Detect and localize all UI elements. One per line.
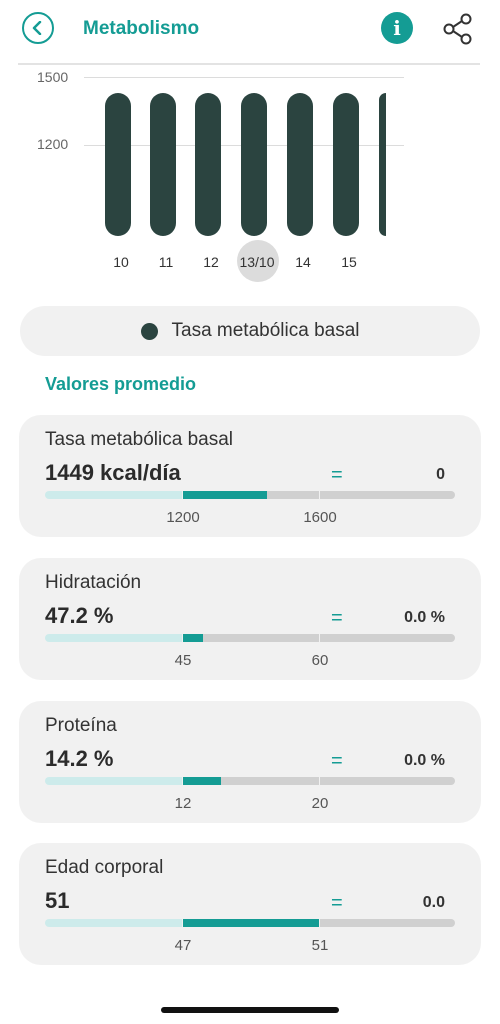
metric-card[interactable]: Edad corporal 51 = 0.0 47 51 <box>19 843 481 965</box>
metric-value: 47.2 % <box>45 603 114 628</box>
page-title: Metabolismo <box>83 18 200 39</box>
chart-bar[interactable] <box>241 92 267 236</box>
range-high <box>320 491 455 499</box>
selected-date-highlight <box>237 240 279 282</box>
chart-bar[interactable] <box>287 92 313 236</box>
range-high <box>320 777 455 785</box>
equals-icon: = <box>331 750 343 772</box>
range-tick-low: 12 <box>174 795 192 812</box>
metric-label: Hidratación <box>45 572 142 593</box>
share-icon[interactable] <box>441 12 475 46</box>
metric-value: 14.2 % <box>45 746 114 771</box>
metric-card[interactable]: Hidratación 47.2 % = 0.0 % 45 60 <box>19 558 481 680</box>
range-tick-low: 47 <box>174 937 192 954</box>
metric-value: 51 <box>45 888 70 913</box>
home-indicator <box>161 1007 339 1013</box>
range-tick-low: 45 <box>174 652 192 669</box>
back-button[interactable] <box>22 12 54 44</box>
metric-delta: 0.0 % <box>404 609 445 626</box>
range-high <box>320 919 455 927</box>
metric-label: Edad corporal <box>45 857 164 878</box>
x-tick-label[interactable]: 15 <box>341 254 357 270</box>
chart-bar[interactable] <box>105 92 131 236</box>
chart-legend: Tasa metabólica basal <box>20 306 480 356</box>
equals-icon: = <box>331 892 343 914</box>
chart-bar[interactable] <box>333 92 359 236</box>
equals-icon: = <box>331 464 343 486</box>
range-low <box>45 491 182 499</box>
chart-bar[interactable] <box>379 92 386 236</box>
range-fill <box>183 777 221 785</box>
range-normal <box>183 634 319 642</box>
metric-card[interactable]: Proteína 14.2 % = 0.0 % 12 20 <box>19 701 481 823</box>
legend-dot <box>140 322 158 340</box>
header-divider <box>18 63 480 65</box>
metric-delta: 0.0 <box>422 894 445 911</box>
legend-label: Tasa metabólica basal <box>171 320 360 341</box>
x-tick-label[interactable]: 14 <box>295 254 311 270</box>
range-high <box>320 634 455 642</box>
section-title: Valores promedio <box>45 374 197 394</box>
range-bar <box>45 919 455 927</box>
x-tick-label[interactable]: 11 <box>158 254 174 270</box>
info-button[interactable]: i <box>381 12 413 44</box>
range-bar <box>45 634 455 642</box>
metric-delta: 0.0 % <box>404 752 445 769</box>
gridline <box>84 77 404 78</box>
metric-card[interactable]: Tasa metabólica basal 1449 kcal/día = 0 1200… <box>19 415 481 537</box>
range-fill <box>183 634 203 642</box>
y-tick-label: 1500 <box>37 69 69 85</box>
range-tick-low: 1200 <box>166 509 200 526</box>
metric-label: Tasa metabólica basal <box>45 429 233 450</box>
metric-value: 1449 kcal/día <box>45 460 181 485</box>
range-fill <box>183 491 267 499</box>
range-tick-high: 60 <box>311 652 329 669</box>
range-bar <box>45 491 455 499</box>
range-low <box>45 634 182 642</box>
x-tick-label[interactable]: 12 <box>203 254 219 270</box>
metric-delta: 0 <box>436 466 445 483</box>
range-tick-high: 51 <box>311 937 329 954</box>
x-tick-label[interactable]: 13/10 <box>239 254 275 270</box>
app-header: Metabolismo i <box>0 0 500 62</box>
equals-icon: = <box>331 607 343 629</box>
range-fill <box>183 919 319 927</box>
chart-bar[interactable] <box>150 92 176 236</box>
y-tick-label: 1200 <box>37 136 69 152</box>
metric-label: Proteína <box>45 715 117 736</box>
range-bar <box>45 777 455 785</box>
range-tick-high: 1600 <box>303 509 337 526</box>
range-tick-high: 20 <box>311 795 329 812</box>
range-normal <box>183 777 319 785</box>
chart-bar[interactable] <box>195 92 221 236</box>
info-icon: i <box>393 16 401 40</box>
range-low <box>45 919 182 927</box>
x-tick-label[interactable]: 10 <box>113 254 129 270</box>
chevron-left-icon <box>32 21 42 35</box>
range-low <box>45 777 182 785</box>
bar-chart[interactable]: 1500 1200 10 11 12 13/10 14 15 <box>0 66 500 291</box>
